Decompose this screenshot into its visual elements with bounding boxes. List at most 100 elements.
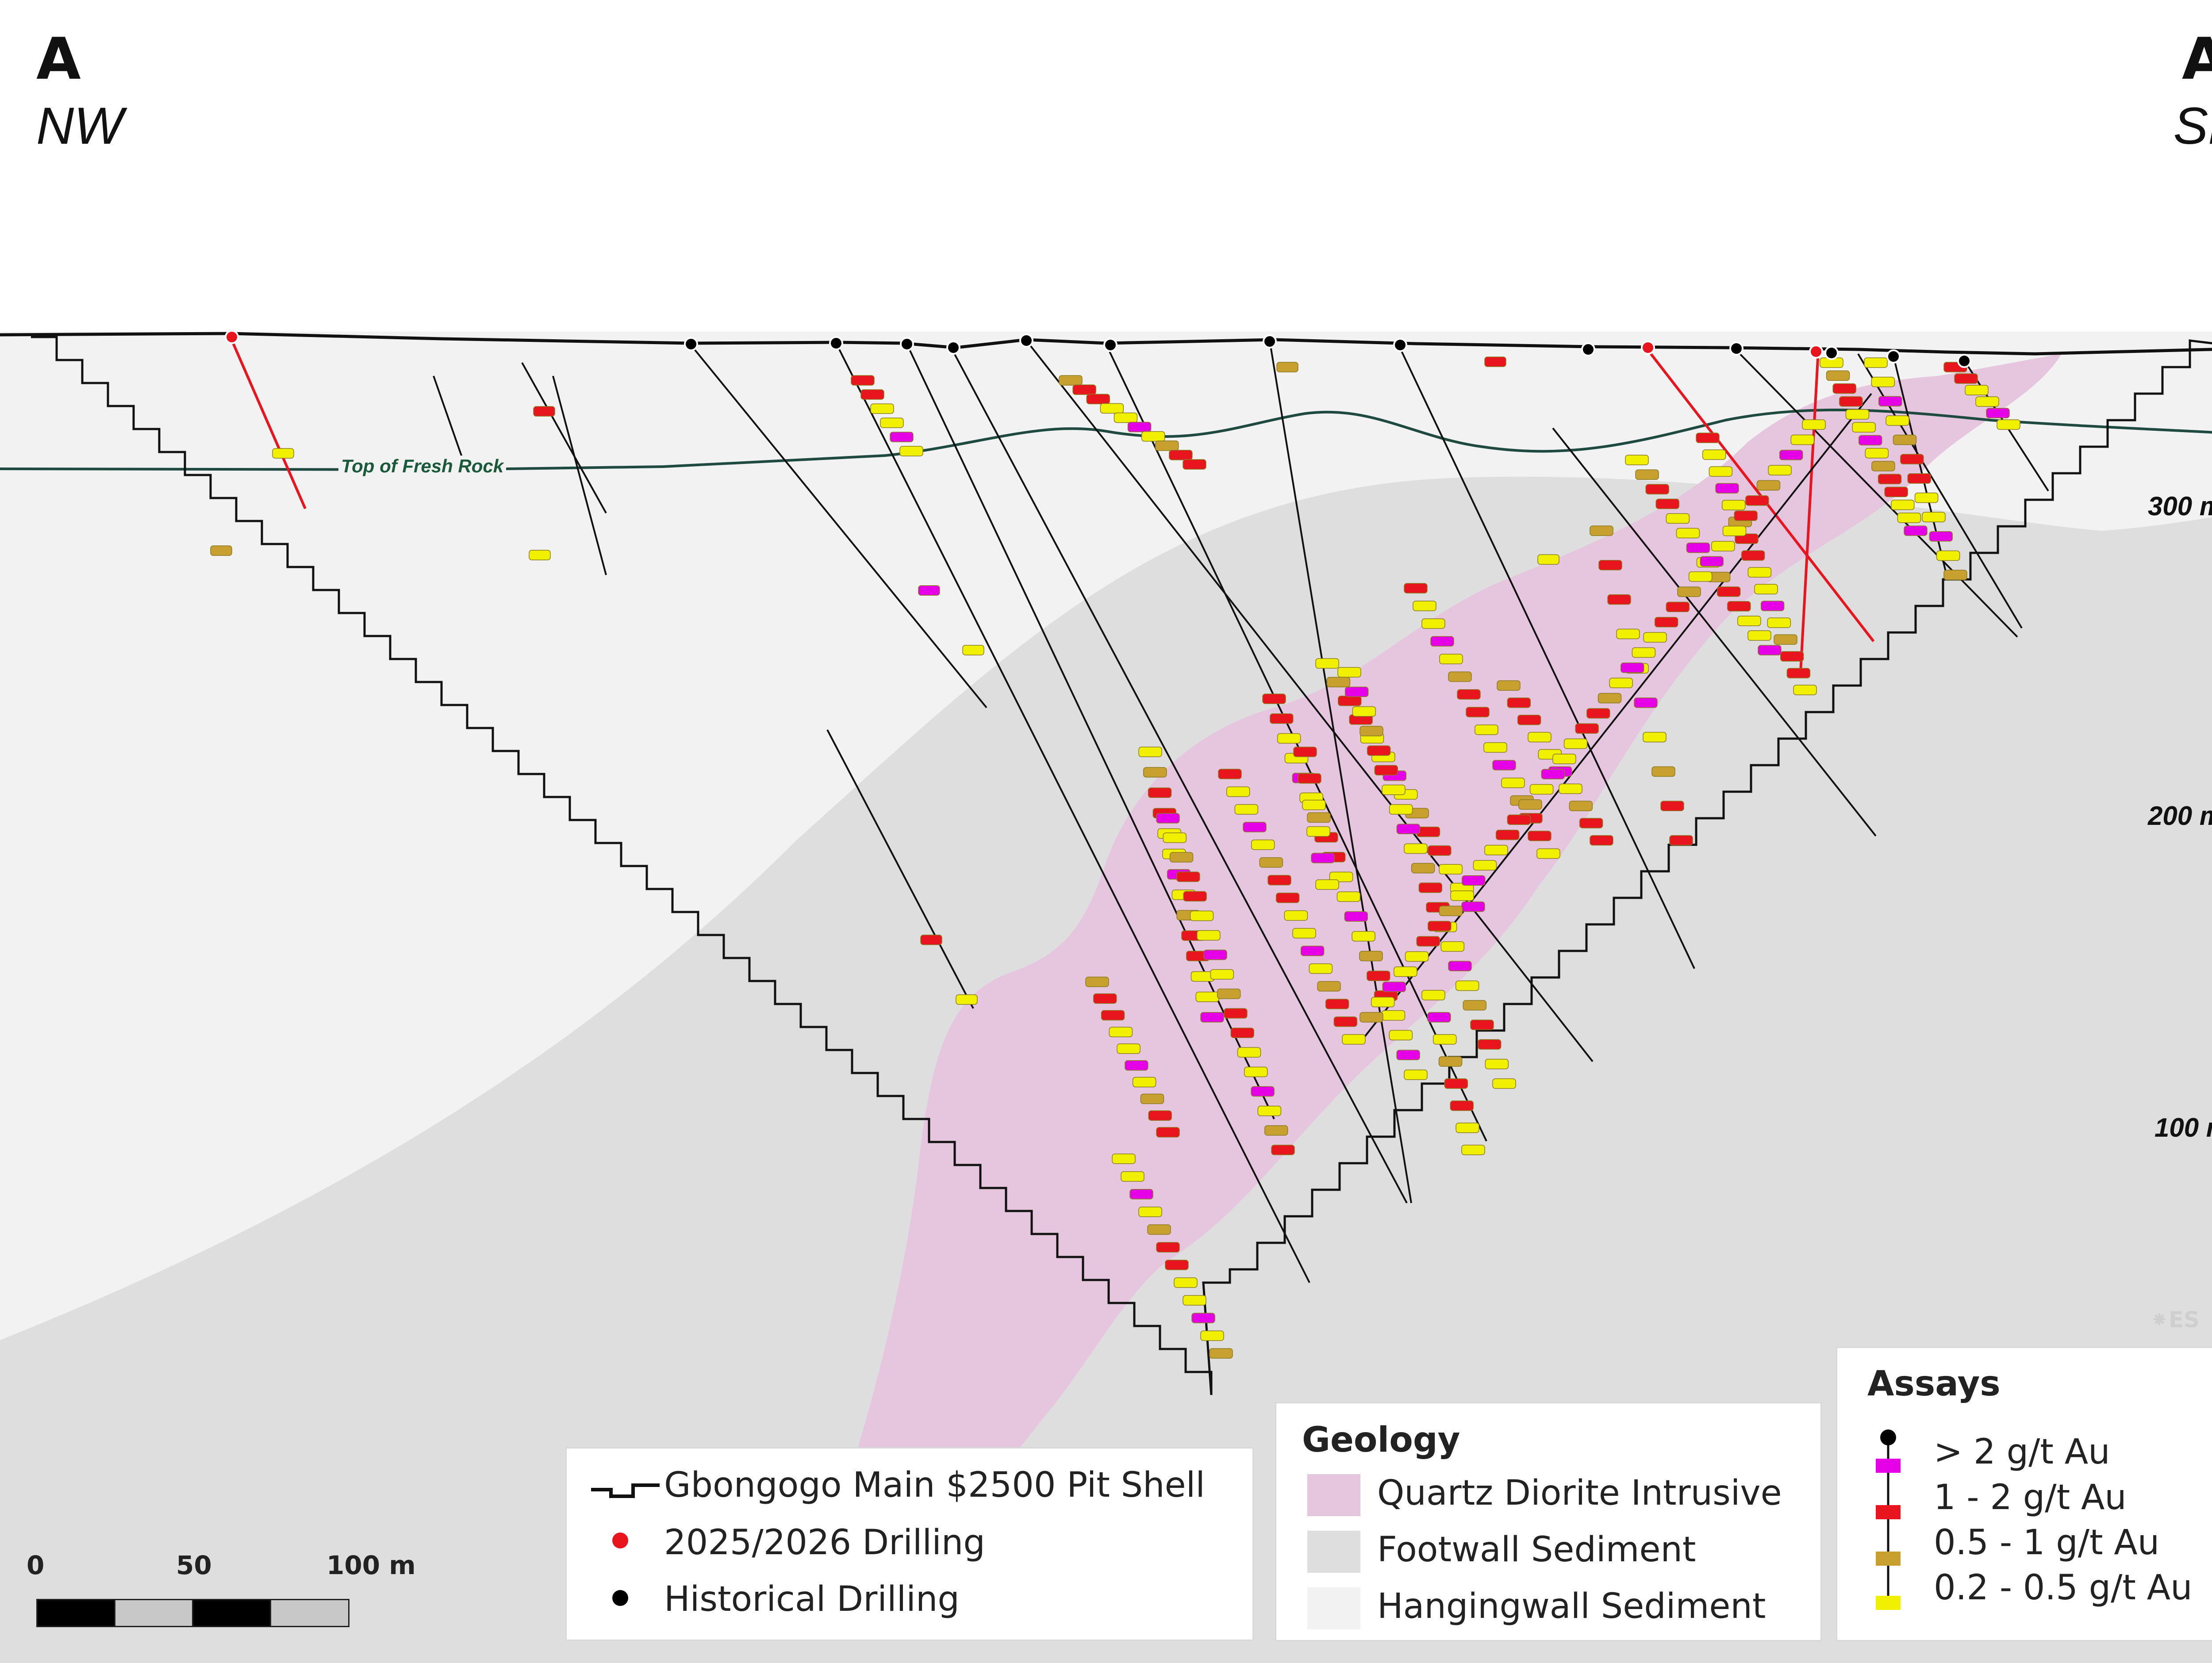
assay-interval — [1922, 512, 1946, 522]
assay-interval — [1756, 480, 1781, 491]
assay-interval — [1125, 1060, 1148, 1071]
assay-interval — [1507, 814, 1531, 825]
assay-interval — [1450, 1100, 1474, 1111]
assay-interval — [890, 432, 914, 442]
legend-geology: Geology Quartz Diorite Intrusive Footwal… — [1275, 1402, 1822, 1641]
historical-drill-collar — [1957, 354, 1971, 368]
assay-interval — [1271, 1145, 1295, 1155]
assay-interval — [1132, 1077, 1156, 1088]
assay-interval — [1114, 412, 1138, 423]
legend-geology-intrusive: Quartz Diorite Intrusive — [1377, 1473, 1782, 1513]
assay-interval — [1413, 601, 1436, 611]
historical-drill-collar — [900, 337, 914, 351]
assay-interval — [1466, 707, 1490, 717]
section-end: A’ SE — [2150, 30, 2212, 152]
assay-interval — [1448, 961, 1472, 972]
assay-interval — [1329, 871, 1353, 882]
legend-assay-gt2: > 2 g/t Au — [1934, 1432, 2110, 1472]
assay-interval — [1298, 773, 1321, 784]
drillhole-trace — [835, 343, 1310, 1283]
assay-interval — [1884, 487, 1908, 498]
assay-interval — [1428, 921, 1452, 931]
assay-interval — [1871, 461, 1895, 471]
assay-interval — [1802, 419, 1826, 430]
assay-interval — [1143, 767, 1167, 778]
assay-interval — [1209, 1348, 1233, 1359]
drillhole-trace — [826, 729, 974, 1009]
assay-interval — [1536, 848, 1560, 859]
assay-interval — [1389, 804, 1413, 815]
assay-interval — [1897, 513, 1921, 523]
assay-interval — [1495, 829, 1520, 840]
pit-shell-outline — [31, 336, 2212, 1395]
assay-interval — [1858, 435, 1882, 446]
assay-interval — [1416, 827, 1440, 837]
assay-interval — [1715, 483, 1739, 494]
assay-interval — [1473, 860, 1497, 871]
section-start-label: A — [36, 25, 81, 92]
assay-interval — [1404, 843, 1428, 854]
assay-interval — [1779, 449, 1803, 460]
drillhole-trace — [1025, 340, 1594, 1062]
assay-interval — [1839, 396, 1863, 407]
assay-interval — [1427, 1012, 1451, 1023]
assay-interval — [1138, 1207, 1162, 1217]
drillhole-trace — [521, 362, 607, 513]
assay-interval — [1666, 513, 1690, 524]
assay-interval — [1275, 893, 1300, 903]
assay-interval — [1717, 586, 1741, 597]
assay-interval — [1326, 677, 1351, 688]
assay-interval — [1277, 733, 1301, 744]
assay-interval — [1598, 560, 1622, 571]
historical-drill-collar — [684, 337, 698, 351]
historical-drilling-icon — [612, 1590, 628, 1606]
assay-interval — [1586, 708, 1610, 719]
assay-interval — [1477, 1039, 1502, 1050]
assay-interval — [1461, 901, 1485, 912]
assay-interval — [860, 389, 884, 400]
assay-interval — [1430, 636, 1454, 647]
assay-interval — [1455, 1123, 1479, 1133]
assay-interval — [1997, 419, 2020, 430]
assay-interval — [1711, 541, 1735, 552]
new-drill-collar — [1809, 345, 1823, 359]
assay-interval — [1086, 394, 1110, 404]
assay-interval — [1428, 845, 1452, 856]
historical-drill-collar — [946, 341, 960, 355]
assay-interval — [899, 446, 923, 456]
assay-interval — [1569, 801, 1593, 811]
assay-interval — [1101, 1010, 1125, 1021]
assay-interval — [1382, 784, 1406, 795]
assay-interval — [1141, 431, 1165, 442]
assay-interval — [1722, 525, 1747, 536]
assay-interval — [1156, 1127, 1180, 1138]
assay-interval — [1607, 594, 1631, 605]
assay-interval — [1485, 1058, 1509, 1069]
drillhole-trace — [1733, 347, 2018, 638]
hangingwall-swatch — [1307, 1587, 1360, 1629]
assay-interval — [1439, 864, 1463, 875]
elevation-label-200: 200 m — [2148, 801, 2212, 831]
assay-interval — [1405, 951, 1429, 962]
assay-interval — [1878, 474, 1902, 484]
assay-interval — [1954, 373, 1978, 384]
assay-interval — [1517, 715, 1541, 725]
assay-interval — [1381, 1010, 1406, 1021]
assay-interval — [1457, 689, 1481, 700]
assay-interval — [1774, 634, 1797, 645]
assay-interval — [1444, 1078, 1468, 1089]
assay-interval — [1421, 990, 1445, 1000]
legend-new-drilling: 2025/2026 Drilling — [664, 1523, 985, 1563]
assay-interval — [1292, 928, 1316, 939]
legend-drilling: Gbongogo Main $2500 Pit Shell 2025/2026 … — [565, 1447, 1254, 1641]
scale-segment-2 — [114, 1599, 194, 1627]
assay-interval — [1251, 1086, 1275, 1097]
historical-drill-collar — [1393, 338, 1407, 352]
assay-interval — [1438, 1056, 1463, 1067]
assay-interval — [1786, 668, 1811, 678]
assay-interval — [1156, 813, 1180, 824]
assay-interval — [272, 448, 294, 459]
assay-interval — [1620, 662, 1644, 673]
assay-interval — [1257, 1106, 1282, 1116]
